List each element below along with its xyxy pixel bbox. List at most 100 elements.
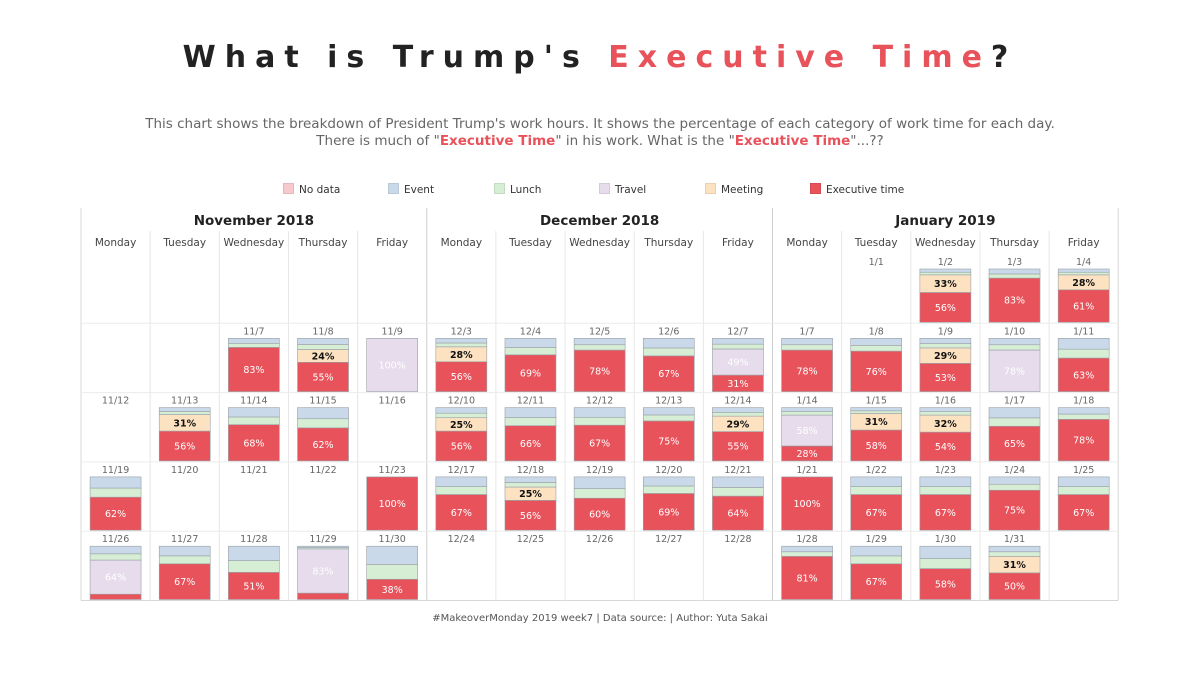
data-label-executive: 64%	[727, 509, 748, 520]
bar-segment-lunch	[89, 487, 142, 498]
bar-segment-executive	[781, 349, 833, 392]
bar-segment-executive	[573, 349, 626, 392]
day-date-label: 1/28	[796, 534, 817, 545]
data-label-executive: 56%	[520, 511, 541, 522]
legend-swatch-event	[388, 183, 399, 194]
bar-segment-executive	[642, 355, 695, 392]
weekday-header: Friday	[1068, 237, 1100, 249]
bar-segment-event	[297, 407, 349, 420]
day-date-label: 1/23	[935, 465, 956, 476]
legend-label-lunch: Lunch	[510, 184, 542, 196]
data-label-executive: 51%	[243, 581, 264, 592]
data-label-executive: 66%	[520, 439, 541, 450]
bar-segment-lunch	[642, 485, 695, 494]
data-label-executive: 56%	[935, 303, 956, 314]
bar-segment-event	[712, 476, 764, 488]
bar-segment-lunch	[642, 414, 695, 422]
legend-swatch-lunch	[494, 183, 505, 194]
bar-segment-lunch	[712, 343, 764, 350]
day-date-label: 1/14	[796, 396, 817, 407]
data-label-executive: 56%	[174, 441, 195, 452]
bar-segment-event	[712, 407, 764, 413]
day-date-label: 1/25	[1073, 465, 1094, 476]
bar-segment-lunch	[435, 412, 488, 419]
data-label-meeting: 29%	[727, 419, 750, 430]
bar-segment-lunch	[988, 273, 1041, 279]
data-label-executive: 67%	[658, 369, 679, 380]
legend-swatch-nodata	[283, 183, 294, 194]
bar-segment-event	[919, 476, 972, 487]
bar-segment-lunch	[850, 486, 903, 495]
data-label-executive: 75%	[1004, 506, 1025, 517]
day-date-label: 12/25	[517, 534, 544, 545]
bar-segment-event	[1057, 268, 1110, 273]
bar-segment-lunch	[228, 560, 280, 573]
day-date-label: 1/4	[1076, 257, 1091, 268]
bar-segment-event	[89, 476, 142, 489]
bar-segment-event	[781, 545, 833, 553]
bar-segment-executive	[919, 363, 972, 392]
data-label-executive: 58%	[935, 580, 956, 591]
bar-segment-lunch	[712, 411, 764, 417]
day-date-label: 1/7	[799, 326, 814, 337]
bar-segment-executive	[1057, 419, 1110, 462]
day-date-label: 12/6	[658, 326, 679, 337]
data-label-meeting: 32%	[934, 419, 957, 430]
legend-item-meeting: Meeting	[705, 183, 763, 197]
weekday-header: Tuesday	[162, 237, 206, 249]
data-label-executive: 67%	[451, 508, 472, 519]
data-label-executive: 31%	[727, 379, 748, 390]
day-date-label: 1/29	[866, 534, 887, 545]
data-label-executive: 50%	[1004, 582, 1025, 593]
bar-segment-executive	[297, 427, 349, 462]
day-date-label: 11/16	[378, 396, 405, 407]
legend-label-executive: Executive time	[826, 184, 905, 196]
data-label-executive: 67%	[174, 577, 195, 588]
month-header: January 2019	[894, 213, 995, 229]
bar-segment-lunch	[919, 271, 972, 276]
bar-segment-event	[297, 337, 349, 345]
bar-segment-event	[504, 337, 557, 348]
bar-segment-lunch	[297, 418, 349, 429]
data-label-meeting: 33%	[934, 279, 957, 290]
bar-segment-lunch	[435, 342, 488, 348]
bar-segment-executive	[297, 592, 349, 600]
bar-segment-executive	[504, 500, 557, 531]
bar-segment-lunch	[504, 482, 557, 488]
weekday-header: Monday	[95, 237, 136, 249]
bar-segment-lunch	[850, 410, 903, 414]
bar-segment-executive	[1057, 494, 1110, 531]
weekday-header: Thursday	[643, 237, 693, 249]
bar-segment-lunch	[781, 411, 833, 416]
day-date-label: 12/19	[586, 465, 613, 476]
bar-segment-executive	[89, 496, 142, 531]
legend-item-lunch: Lunch	[494, 183, 541, 197]
bar-segment-executive	[435, 494, 488, 531]
bar-segment-event	[228, 407, 280, 418]
bar-segment-travel	[366, 337, 418, 392]
subtitle-line-1: This chart shows the breakdown of Presid…	[145, 116, 1055, 132]
data-label-travel: 64%	[105, 573, 126, 584]
day-date-label: 1/31	[1004, 534, 1025, 545]
bar-segment-lunch	[573, 344, 626, 351]
bar-segment-event	[366, 545, 418, 565]
bar-segment-event	[919, 337, 972, 344]
bar-segment-lunch	[642, 347, 695, 357]
data-label-executive: 67%	[866, 577, 887, 588]
bar-segment-event	[1057, 476, 1110, 487]
data-label-meeting: 29%	[934, 351, 957, 362]
month-header: November 2018	[194, 213, 314, 229]
data-label-executive: 78%	[589, 366, 610, 377]
day-date-label: 12/28	[724, 534, 751, 545]
day-date-label: 12/18	[517, 465, 544, 476]
bar-segment-executive	[89, 593, 142, 600]
day-date-label: 1/11	[1073, 326, 1094, 337]
data-label-travel: 78%	[1004, 366, 1025, 377]
data-label-meeting: 28%	[450, 350, 473, 361]
bar-segment-lunch	[1057, 486, 1110, 495]
bar-segment-executive	[712, 495, 764, 531]
data-label-executive: 67%	[866, 508, 887, 519]
day-date-label: 11/21	[240, 465, 267, 476]
bar-segment-executive	[988, 425, 1041, 462]
